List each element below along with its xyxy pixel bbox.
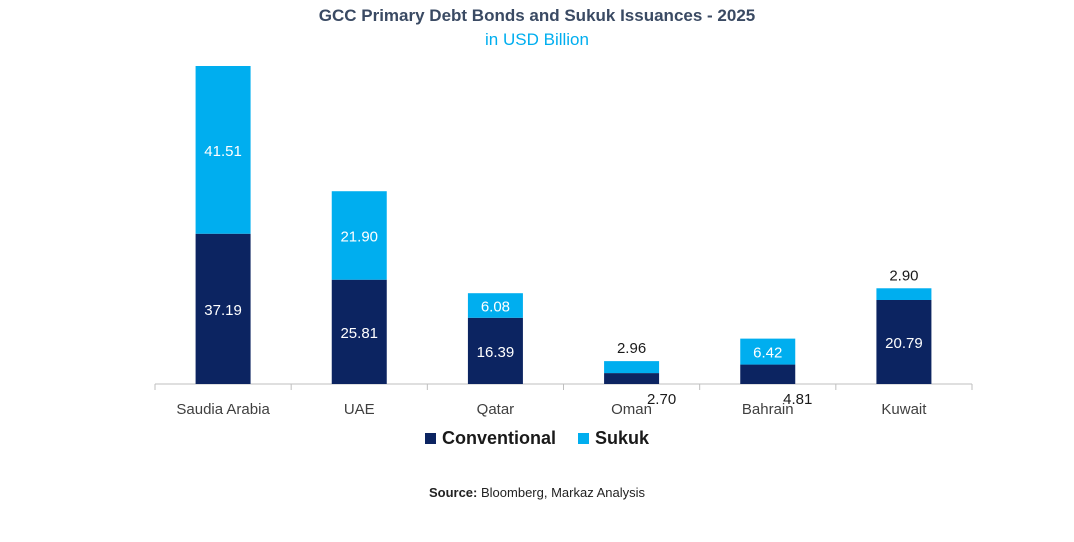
data-label-sukuk-qatar: 6.08 (481, 298, 510, 315)
x-tick-label-oman: Oman (611, 401, 652, 418)
legend-item-sukuk: Sukuk (577, 428, 650, 449)
data-label-conventional-uae: 25.81 (340, 325, 378, 342)
chart-subtitle: in USD Billion (485, 30, 589, 49)
chart-title: GCC Primary Debt Bonds and Sukuk Issuanc… (318, 6, 756, 25)
data-label-sukuk-bahrain: 6.42 (753, 345, 782, 362)
x-tick-label-saudia-arabia: Saudia Arabia (176, 401, 270, 418)
data-label-conventional-kuwait: 20.79 (885, 335, 923, 352)
legend-label-sukuk: Sukuk (594, 428, 650, 448)
x-tick-label-kuwait: Kuwait (881, 401, 927, 418)
x-tick-label-qatar: Qatar (477, 401, 515, 418)
chart-legend: Conventional Sukuk (0, 428, 1074, 449)
data-label-conventional-qatar: 16.39 (477, 344, 515, 361)
source-note: Source: Bloomberg, Markaz Analysis (0, 485, 1074, 500)
bar-sukuk-qatar (467, 293, 523, 318)
source-label: Source: (428, 485, 478, 500)
bar-conventional-saudia-arabia (195, 233, 251, 384)
source-text: Bloomberg, Markaz Analysis (481, 485, 646, 500)
bar-conventional-uae (331, 279, 387, 384)
data-label-conventional-oman: 2.70 (647, 391, 676, 408)
legend-item-conventional: Conventional (424, 428, 556, 449)
bar-sukuk-uae (331, 191, 387, 280)
bar-sukuk-bahrain (740, 338, 796, 365)
bar-conventional-qatar (467, 317, 523, 384)
data-label-conventional-saudia-arabia: 37.19 (204, 302, 242, 319)
legend-swatch-conventional (424, 433, 436, 444)
x-tick-label-uae: UAE (344, 401, 375, 418)
bar-conventional-kuwait (876, 299, 932, 384)
bar-conventional-bahrain (740, 364, 796, 384)
bar-sukuk-saudia-arabia (195, 66, 251, 234)
data-label-sukuk-saudia-arabia: 41.51 (204, 143, 242, 160)
data-label-sukuk-kuwait: 2.90 (889, 267, 918, 284)
x-tick-label-bahrain: Bahrain (742, 401, 794, 418)
data-label-sukuk-uae: 21.90 (340, 228, 378, 245)
bar-conventional-oman (604, 373, 660, 384)
data-label-sukuk-oman: 2.96 (617, 340, 646, 357)
bar-sukuk-kuwait (876, 288, 932, 300)
data-label-conventional-bahrain: 4.81 (783, 391, 812, 408)
bar-sukuk-oman (604, 361, 660, 374)
legend-label-conventional: Conventional (441, 428, 556, 448)
legend-swatch-sukuk (577, 433, 589, 444)
